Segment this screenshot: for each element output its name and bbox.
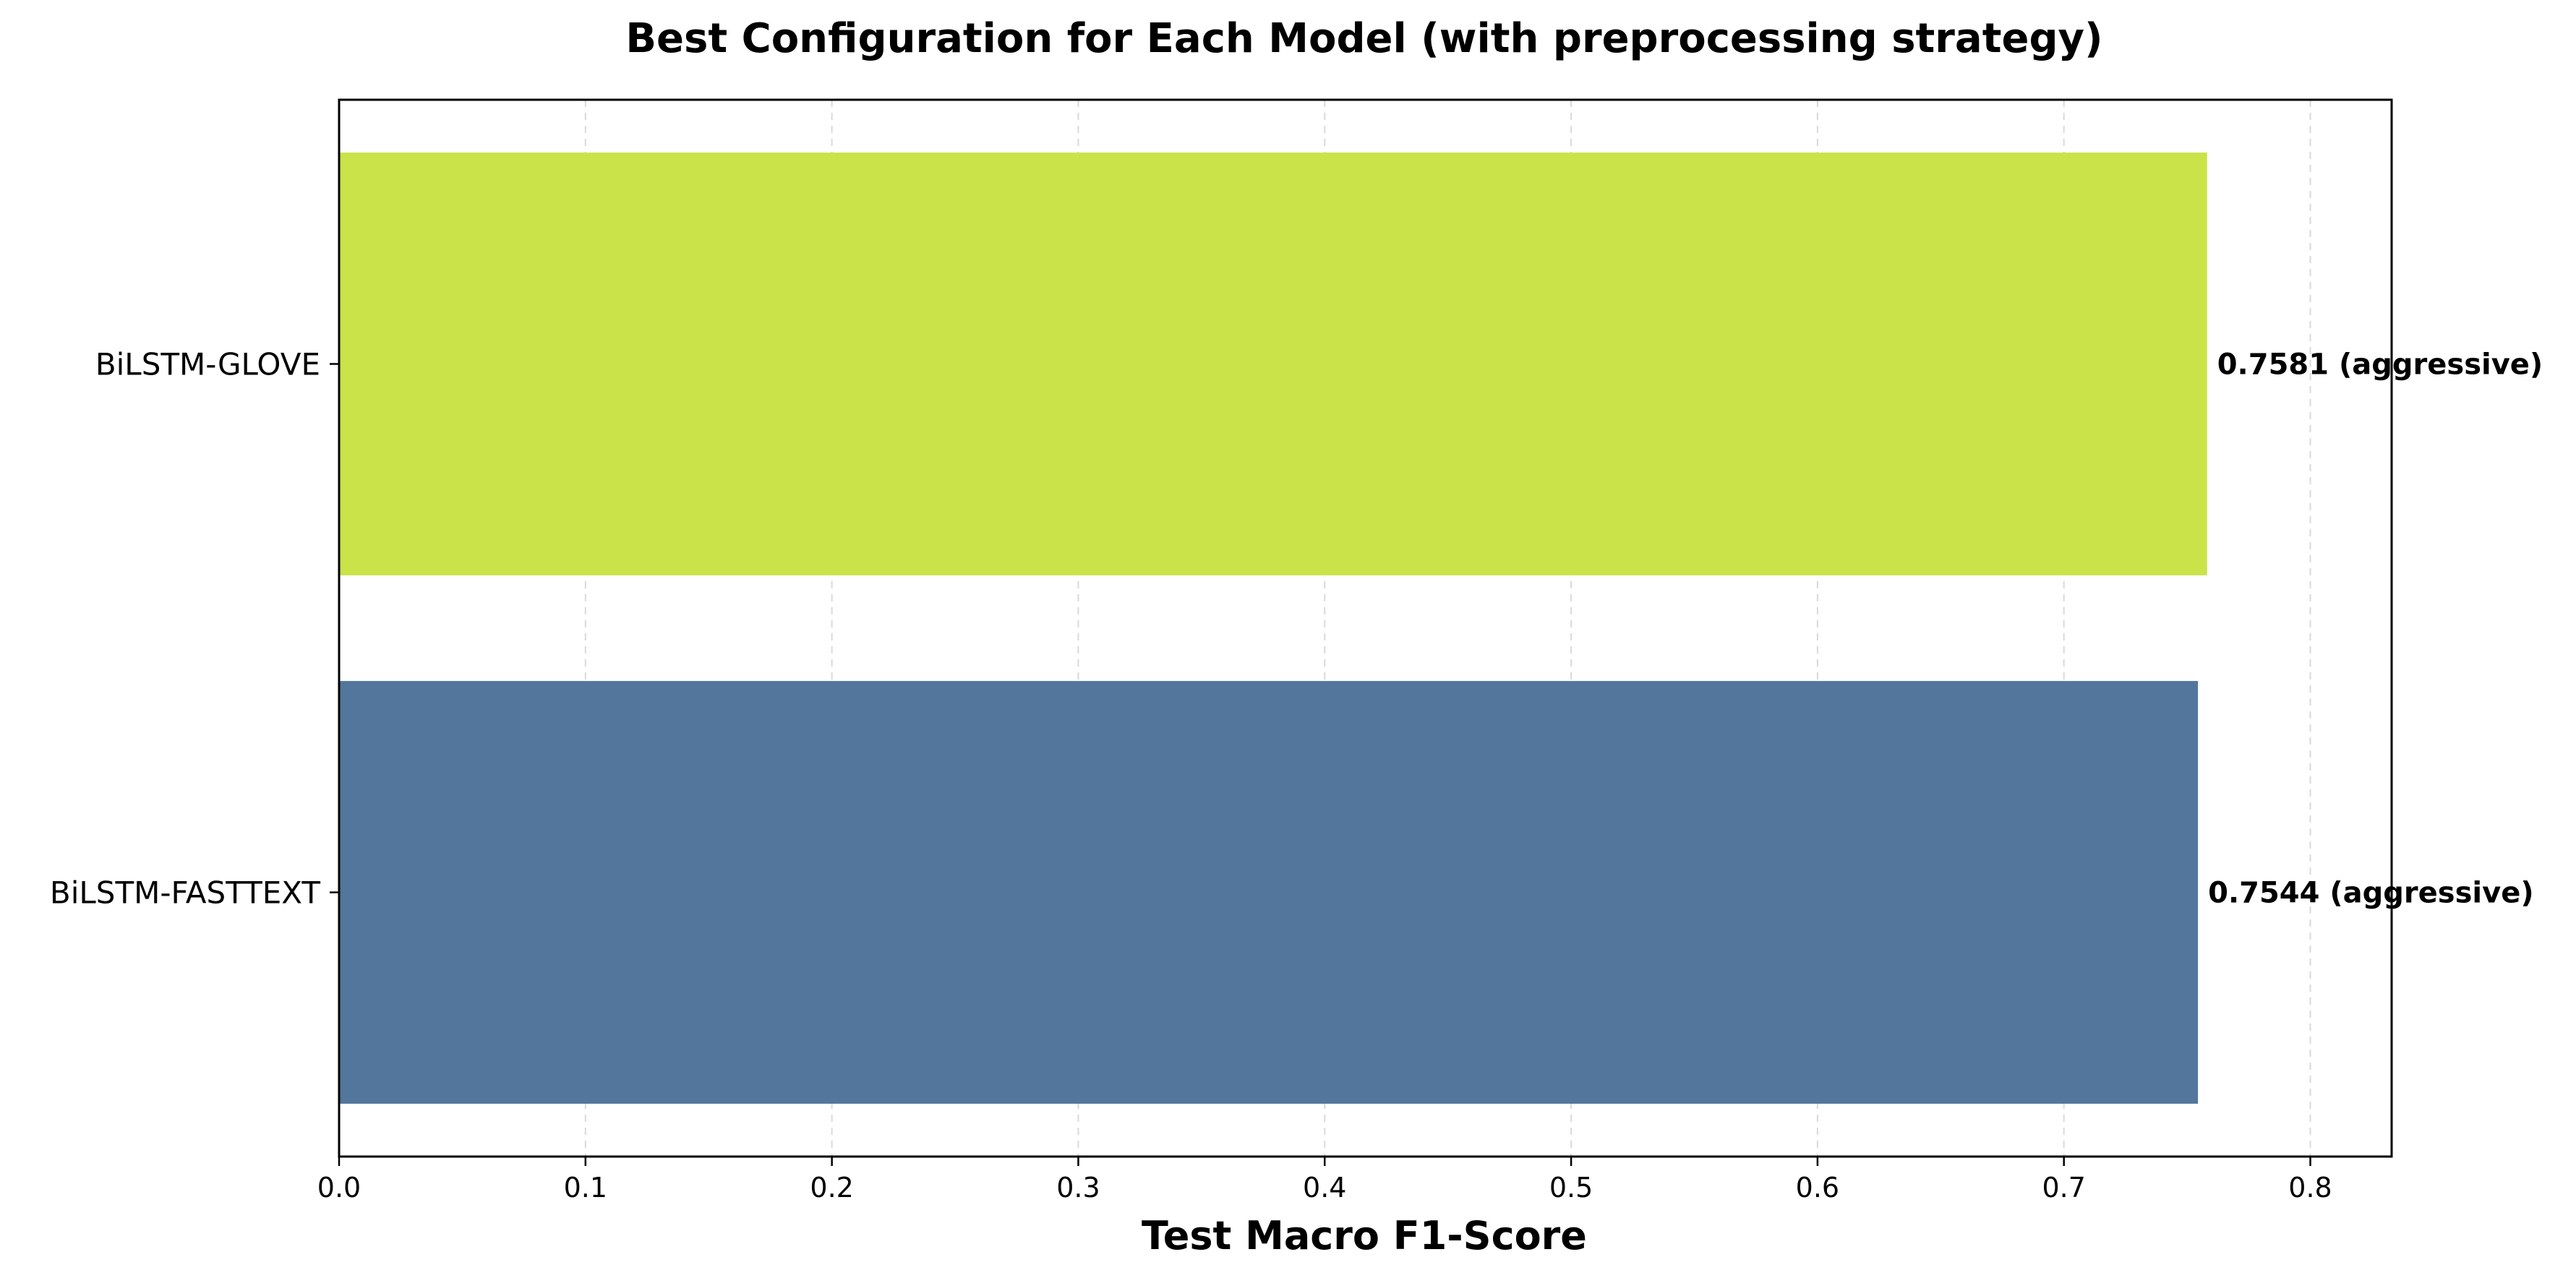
x-tick-label: 0.7: [2042, 1172, 2085, 1204]
x-tick-label: 0.2: [810, 1172, 853, 1204]
x-tick-label: 0.6: [1796, 1172, 1839, 1204]
x-tick-label: 0.8: [2288, 1172, 2332, 1204]
x-tick-label: 0.5: [1549, 1172, 1593, 1204]
x-tick-label: 0.0: [317, 1172, 361, 1204]
bar: [339, 153, 2207, 575]
bars: [339, 153, 2207, 1104]
data-label: 0.7544 (aggressive): [2208, 877, 2534, 910]
data-labels: 0.7544 (aggressive) 0.7581 (aggressive): [2208, 348, 2543, 910]
x-tick-label: 0.1: [564, 1172, 607, 1204]
x-axis: 0.0 0.1 0.2 0.3 0.4 0.5 0.6 0.7 0.8: [317, 1157, 2332, 1204]
plot-frame: [338, 98, 2393, 1158]
y-axis: BiLSTM-FASTTEXT BiLSTM-GLOVE: [50, 347, 339, 911]
y-category-label: BiLSTM-FASTTEXT: [50, 875, 320, 911]
y-category-label: BiLSTM-GLOVE: [95, 347, 320, 382]
x-axis-label: Test Macro F1-Score: [1142, 1213, 1587, 1258]
data-label: 0.7581 (aggressive): [2217, 348, 2543, 382]
chart-title: Best Configuration for Each Model (with …: [625, 15, 2102, 62]
x-tick-label: 0.3: [1056, 1172, 1100, 1204]
bar: [339, 681, 2199, 1104]
x-tick-label: 0.4: [1303, 1172, 1346, 1204]
